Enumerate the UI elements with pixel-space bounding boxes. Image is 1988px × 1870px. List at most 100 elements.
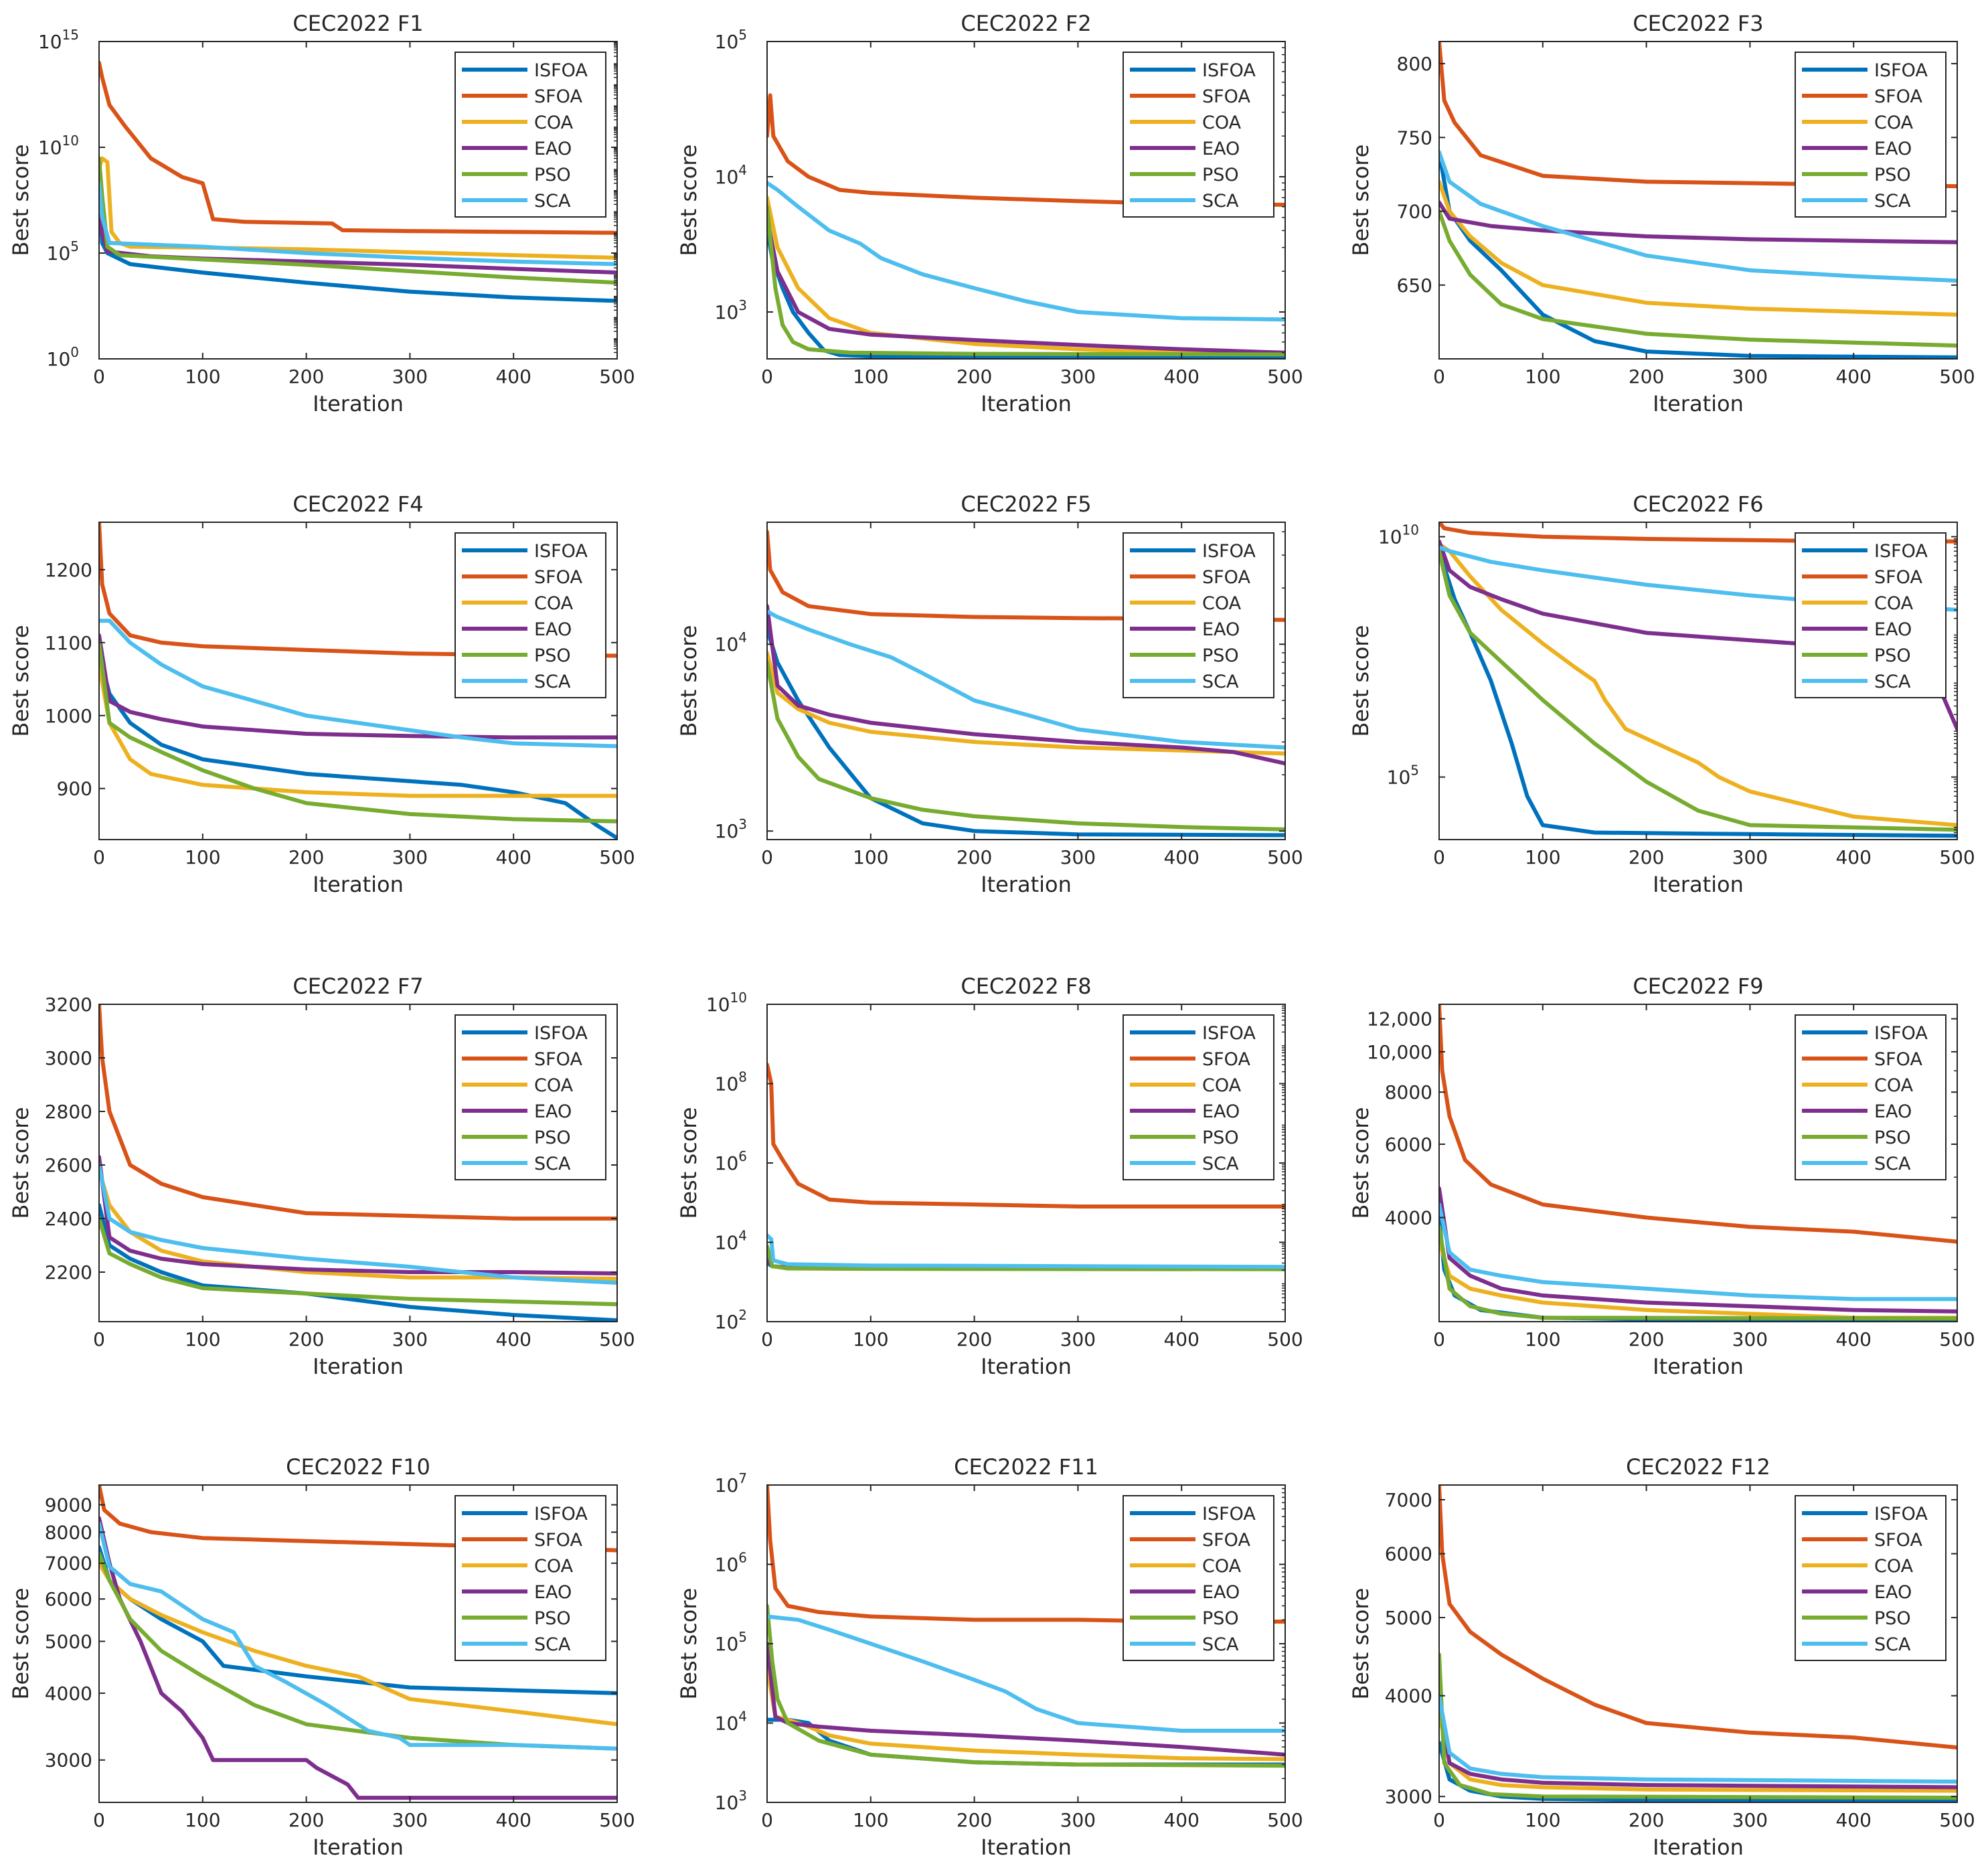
series-line-sfoa — [767, 1063, 1285, 1209]
series-line-eao — [767, 604, 1285, 766]
chart-f12: 0 100 200 300 400 500 3000 4000 5000 6000 7000 CEC2… — [1348, 1454, 1975, 1860]
x-tick-label: 300 — [1732, 1328, 1768, 1350]
y-tick-label: 800 — [1397, 53, 1432, 75]
legend: ISFOA SFOA COA EAO PSO SCA — [1795, 1495, 1946, 1661]
y-tick-label: 2800 — [45, 1101, 92, 1123]
x-tick-label: 200 — [288, 1809, 324, 1831]
series-line-sfoa — [1439, 1485, 1957, 1750]
legend-box — [454, 1495, 606, 1661]
legend-label-sca: SCA — [534, 1634, 571, 1655]
series-line-coa — [99, 156, 617, 260]
x-tick-label: 500 — [1267, 1809, 1303, 1831]
series-line-sfoa — [1439, 1004, 1957, 1244]
series-line-pso — [99, 640, 617, 824]
x-tick-label: 300 — [1060, 366, 1096, 388]
legend-box — [454, 532, 606, 698]
y-tick-label: 1200 — [45, 559, 92, 581]
legend-label-isfoa: ISFOA — [1202, 60, 1256, 81]
legend-label-coa: COA — [534, 593, 574, 614]
legend-label-isfoa: ISFOA — [1874, 1504, 1928, 1525]
chart-f7: 0 100 200 300 400 500 2200 2400 2600 2800 3000 3200… — [8, 973, 635, 1379]
series-line-pso — [1439, 1652, 1957, 1800]
chart-title: CEC2022 F2 — [961, 11, 1091, 36]
x-tick-label: 400 — [495, 846, 531, 868]
x-tick-label: 200 — [957, 366, 992, 388]
y-tick-label: 3000 — [45, 1749, 92, 1772]
x-tick-label: 100 — [853, 1328, 888, 1350]
legend-label-pso: PSO — [534, 1127, 571, 1148]
x-tick-label: 500 — [1939, 366, 1975, 388]
legend-label-isfoa: ISFOA — [534, 1504, 588, 1525]
x-axis-label: Iteration — [981, 1835, 1072, 1860]
y-tick-label: 106 — [715, 1550, 747, 1576]
legend-label-sca: SCA — [1874, 672, 1911, 692]
y-tick-label: 5000 — [45, 1630, 92, 1652]
y-tick-label: 102 — [715, 1307, 747, 1333]
chart-title: CEC2022 F11 — [954, 1454, 1098, 1480]
legend: ISFOA SFOA COA EAO PSO SCA — [1795, 52, 1946, 218]
x-axis-label: Iteration — [1653, 391, 1744, 416]
x-tick-label: 300 — [1732, 846, 1768, 868]
chart-f5: 0 100 200 300 400 500 103 104 CEC2022 F5 Iteratio… — [676, 491, 1303, 897]
axes-box — [766, 522, 1286, 840]
x-tick-label: 500 — [1939, 1809, 1975, 1831]
legend-label-isfoa: ISFOA — [534, 60, 588, 81]
series-line-eao — [1439, 200, 1957, 244]
y-tick-label: 105 — [715, 27, 747, 53]
x-axis-label: Iteration — [313, 1354, 404, 1379]
x-tick-label: 200 — [1629, 366, 1664, 388]
x-tick-label: 300 — [1732, 366, 1768, 388]
x-tick-label: 0 — [93, 366, 105, 388]
chart-f10: 0 100 200 300 400 500 3000 4000 5000 6000 7000 8000… — [8, 1454, 635, 1860]
legend-label-isfoa: ISFOA — [1202, 541, 1256, 562]
y-tick-label: 3000 — [45, 1047, 92, 1069]
x-axis-label: Iteration — [981, 1354, 1072, 1379]
legend-box — [1795, 52, 1946, 218]
x-tick-label: 0 — [1433, 366, 1445, 388]
y-tick-label: 7000 — [1385, 1489, 1432, 1511]
y-tick-label: 1010 — [706, 990, 747, 1016]
legend-label-eao: EAO — [1874, 139, 1912, 159]
y-tick-label: 3200 — [45, 994, 92, 1016]
y-tick-label: 1100 — [45, 632, 92, 654]
y-tick-label: 108 — [715, 1069, 747, 1095]
y-tick-label: 6000 — [1385, 1543, 1432, 1565]
legend-label-sca: SCA — [1202, 191, 1239, 212]
legend-label-pso: PSO — [1202, 1608, 1239, 1629]
axes-box — [766, 41, 1286, 360]
y-tick-label: 900 — [57, 778, 92, 800]
x-axis-label: Iteration — [1653, 1354, 1744, 1379]
series-line-pso — [99, 1217, 617, 1306]
y-tick-label: 104 — [715, 629, 747, 655]
y-axis-label: Best score — [8, 1587, 33, 1699]
x-tick-label: 200 — [288, 846, 324, 868]
series-line-sca — [99, 181, 617, 266]
x-tick-label: 400 — [1835, 366, 1871, 388]
x-tick-label: 0 — [761, 1809, 773, 1831]
series-line-pso — [1439, 1225, 1957, 1321]
series-line-eao — [767, 215, 1285, 355]
axes-box — [98, 522, 618, 840]
x-tick-label: 100 — [185, 1809, 220, 1831]
series-line-isfoa — [99, 651, 617, 840]
legend: ISFOA SFOA COA EAO PSO SCA — [454, 52, 606, 218]
series-line-sfoa — [767, 93, 1285, 207]
x-tick-label: 400 — [1835, 1328, 1871, 1350]
legend-label-pso: PSO — [534, 645, 571, 666]
legend-label-eao: EAO — [534, 619, 572, 640]
legend-label-isfoa: ISFOA — [1874, 1023, 1928, 1044]
legend-label-pso: PSO — [1874, 165, 1911, 185]
axes-box — [1438, 41, 1958, 360]
legend-label-sfoa: SFOA — [1874, 1530, 1922, 1551]
series-line-pso — [1439, 209, 1957, 348]
x-axis-label: Iteration — [313, 391, 404, 416]
chart-title: CEC2022 F5 — [961, 491, 1091, 517]
x-axis-label: Iteration — [981, 391, 1072, 416]
legend-label-eao: EAO — [1202, 1582, 1240, 1603]
series-group — [767, 1063, 1285, 1271]
x-tick-label: 500 — [1939, 846, 1975, 868]
series-line-sfoa — [99, 60, 617, 235]
y-tick-label: 103 — [715, 297, 747, 323]
legend-label-pso: PSO — [534, 1608, 571, 1629]
legend-box — [1123, 1495, 1274, 1661]
